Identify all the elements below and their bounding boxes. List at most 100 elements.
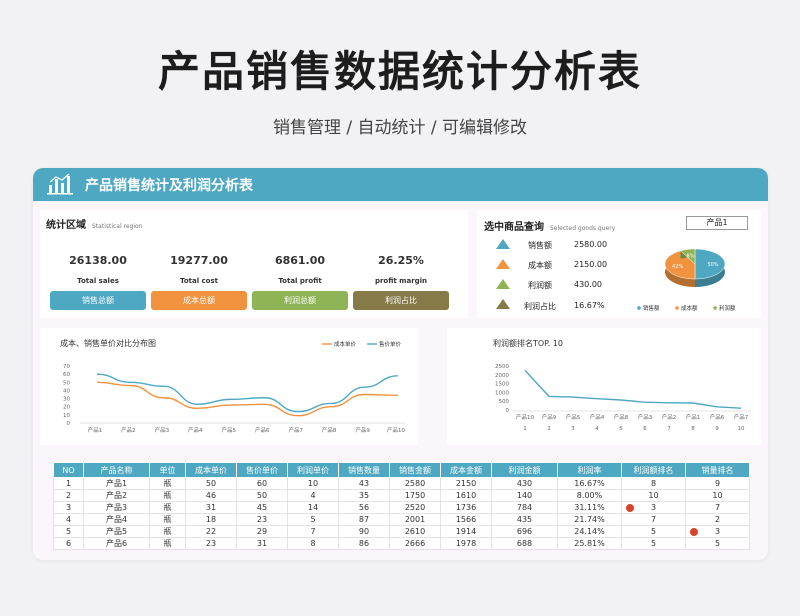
kpi-label-margin: profit margin [374, 277, 428, 285]
x-tick-label: 产品10 [387, 426, 405, 434]
kpi-label-cost: Total cost [179, 277, 219, 285]
table-header-cell: 销售数量 [338, 462, 390, 478]
table-cell: 瓶 [149, 525, 186, 538]
x-tick-label: 产品3 [155, 426, 170, 434]
table-header-cell: 利润单价 [287, 462, 339, 478]
triangle-icon-sales [496, 239, 510, 249]
table-cell: 22 [185, 525, 237, 538]
table-cell: 5 [621, 537, 686, 550]
pie-slice-1 [694, 248, 726, 280]
x-tick-label: 产品3 [638, 413, 653, 421]
kpi-value-sales: 26138.00 [69, 254, 127, 267]
table-cell: 16.67% [557, 477, 622, 490]
y-tick-label: 1000 [495, 390, 509, 396]
x-index-label: 8 [691, 426, 695, 432]
table-cell: 6 [53, 537, 84, 550]
table-cell: 产品1 [83, 477, 150, 490]
y-tick-label: 30 [63, 397, 70, 403]
table-cell: 10 [287, 477, 339, 490]
y-tick-label: 40 [63, 388, 70, 394]
table-cell: 1 [53, 477, 84, 490]
x-tick-label: 产品6 [710, 413, 725, 421]
x-index-label: 1 [523, 426, 527, 432]
table-cell: 2150 [440, 477, 492, 490]
table-header-cell: 单位 [149, 462, 186, 478]
pie-chart: 50% 42% 8% 销售额 成本额 利润额 [637, 248, 736, 312]
table-header-cell: 销量排名 [685, 462, 750, 478]
query-icons [496, 239, 510, 309]
y-tick-label: 70 [63, 364, 70, 370]
table-header-cell: 销售金额 [389, 462, 441, 478]
pie-data-label: 42% [672, 264, 683, 270]
table-header-cell: 产品名称 [83, 462, 150, 478]
table-cell: 90 [338, 525, 390, 538]
x-tick-label: 产品8 [614, 413, 629, 421]
table-cell: 56 [338, 501, 390, 514]
table-cell: 60 [236, 477, 288, 490]
table-header-cell: 成本单价 [185, 462, 237, 478]
pie-data-label: 50% [707, 262, 718, 268]
table-header-cell: 售价单价 [236, 462, 288, 478]
card-header: 产品销售统计及利润分析表 [33, 168, 768, 201]
page-subtitle: 销售管理 / 自动统计 / 可编辑修改 [272, 118, 528, 138]
table-row: 3 产品3 瓶 31 45 14 56 2520 1736 784 31.11% 3 7 [53, 501, 750, 514]
table-cell: 1914 [440, 525, 492, 538]
table-row: 1 产品1 瓶 50 60 10 43 2580 2150 430 16.67% 8 9 [53, 477, 750, 490]
table-cell: 25.81% [557, 537, 622, 550]
table-cell: 1978 [440, 537, 492, 550]
legend-marker [637, 306, 641, 310]
table-cell: 4 [53, 513, 84, 526]
y-tick-label: 500 [499, 399, 510, 405]
series-line-2 [96, 373, 399, 413]
table-row: 6 产品6 瓶 23 31 8 86 2666 1978 688 25.81% 5 5 [53, 537, 750, 550]
table-cell: 8.00% [557, 489, 622, 502]
table-cell: 31 [185, 501, 237, 514]
y-tick-label: 20 [63, 405, 70, 411]
query-label-cost: 成本额 [528, 261, 552, 270]
x-tick-label: 产品5 [222, 426, 237, 434]
table-cell: 3 [621, 501, 686, 514]
table-cell: 2 [53, 489, 84, 502]
y-tick-label: 50 [63, 380, 70, 386]
y-tick-label: 1500 [495, 382, 509, 388]
x-index-label: 6 [643, 426, 647, 432]
legend-marker [713, 306, 717, 310]
kpi-value-profit: 6861.00 [274, 254, 326, 267]
x-tick-label: 产品2 [662, 413, 677, 421]
table-cell: 瓶 [149, 501, 186, 514]
table-cell: 1736 [440, 501, 492, 514]
product-select[interactable]: 产品1 [686, 216, 748, 230]
table-cell: 140 [491, 489, 558, 502]
kpi-button-profit[interactable]: 利润总额 [252, 291, 348, 310]
price-chart-panel [40, 328, 418, 445]
alert-dot-icon [626, 504, 634, 512]
table-cell: 产品5 [83, 525, 150, 538]
table-cell: 2520 [389, 501, 441, 514]
price-line-chart: 成本、销售单价对比分布图 70 60 50 40 30 20 10 0 产品1 产品2 产品3 产品4 产… [60, 338, 405, 434]
kpi-button-sales[interactable]: 销售总额 [50, 291, 146, 310]
table-cell: 10 [685, 489, 750, 502]
kpi-button-margin[interactable]: 利润占比 [353, 291, 449, 310]
x-tick-label: 产品1 [686, 413, 701, 421]
table-cell: 5 [287, 513, 339, 526]
table-cell: 1610 [440, 489, 492, 502]
table-header-cell: 利润额排名 [621, 462, 686, 478]
kpi-button-cost[interactable]: 成本总额 [151, 291, 247, 310]
table-header-cell: NO [53, 462, 84, 478]
table-cell: 5 [53, 525, 84, 538]
query-value-cost: 2150.00 [574, 260, 608, 269]
y-tick-label: 0 [67, 421, 71, 427]
triangle-icon-margin [496, 299, 510, 309]
y-tick-label: 0 [506, 408, 510, 414]
table-cell: 86 [338, 537, 390, 550]
data-table: NO 产品名称 单位 成本单价 售价单价 利润单价 销售数量 销售金额 成本金额 利润金额 利润率利… [53, 462, 750, 550]
table-cell: 45 [236, 501, 288, 514]
x-tick-label: 产品4 [188, 426, 203, 434]
table-row: 5 产品5 瓶 22 29 7 90 2610 1914 696 24.14% 5 3 [53, 525, 750, 538]
table-cell: 24.14% [557, 525, 622, 538]
table-cell: 3 [685, 525, 750, 538]
table-cell: 瓶 [149, 489, 186, 502]
x-index-label: 4 [595, 426, 599, 432]
table-cell: 23 [185, 537, 237, 550]
table-cell: 1750 [389, 489, 441, 502]
